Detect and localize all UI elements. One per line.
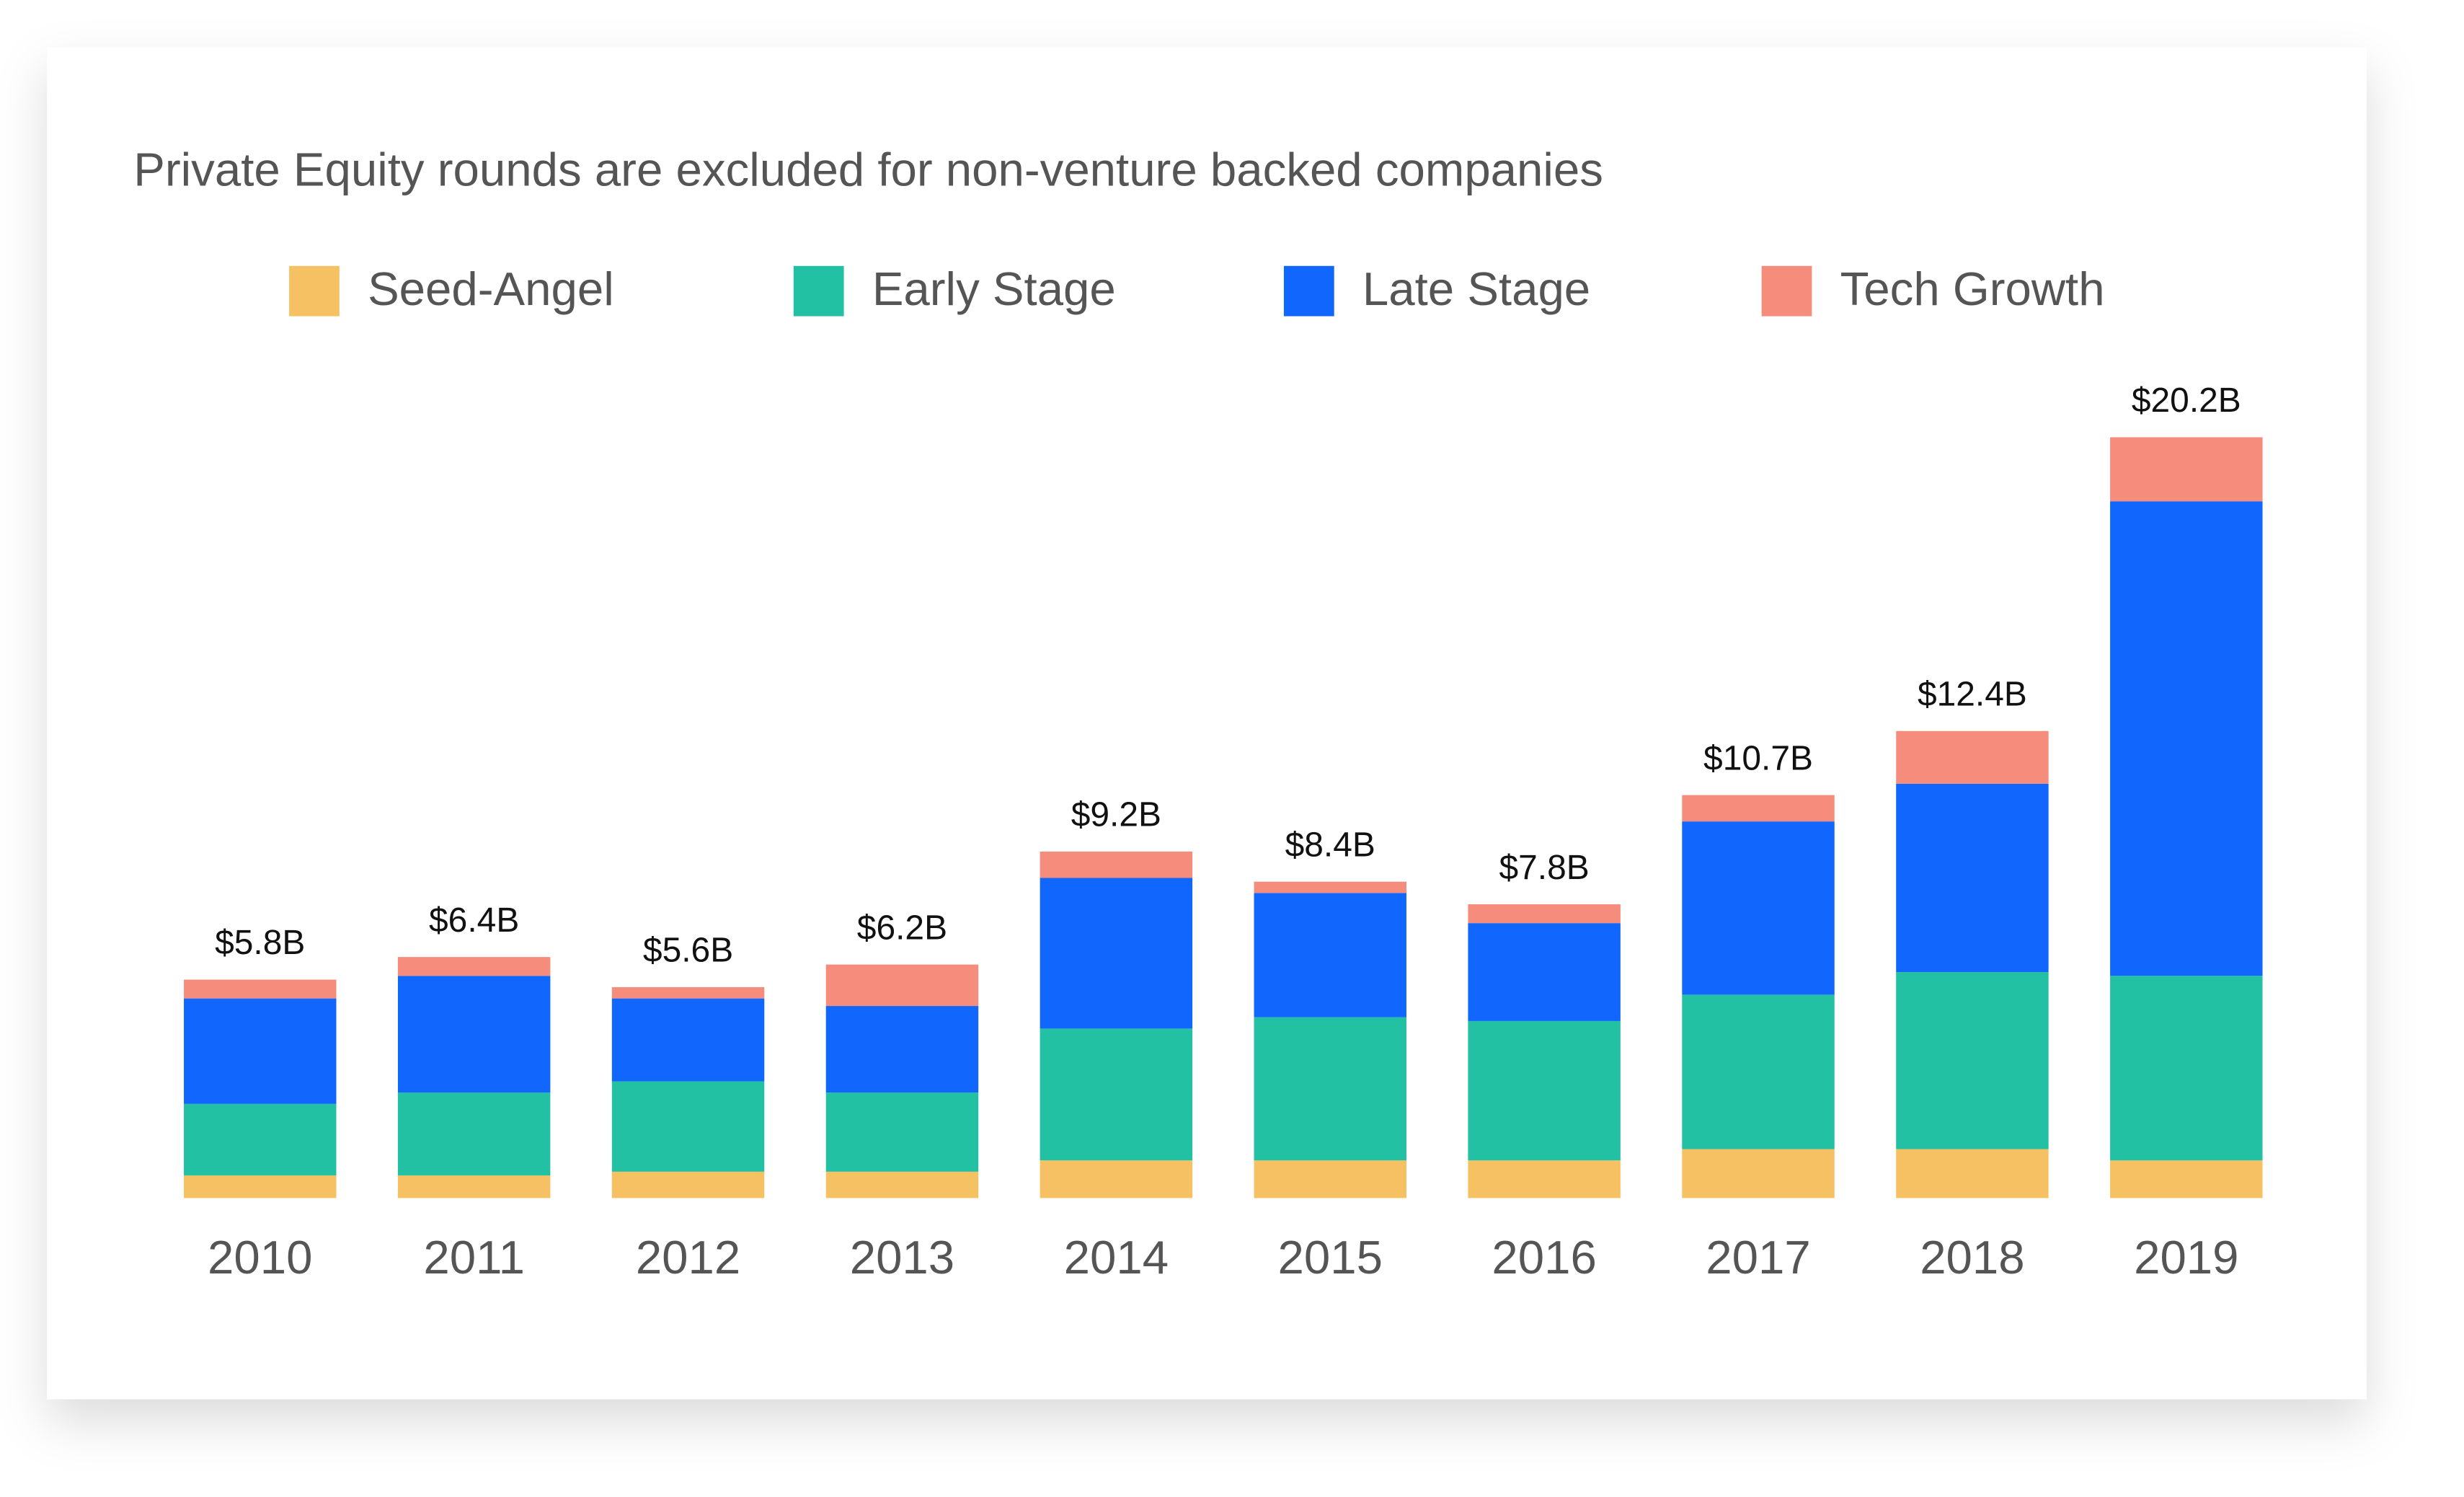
legend-swatch [289, 265, 340, 317]
bar-segment [825, 1092, 979, 1172]
bar-segment [1040, 1160, 1193, 1198]
bar-segment [1682, 994, 1835, 1149]
bar-segment [825, 964, 979, 1007]
bar-segment [1254, 881, 1406, 893]
bar-segment [611, 998, 765, 1082]
bar-segment [184, 1103, 337, 1176]
bar-segment [1468, 1020, 1621, 1161]
total-label: $5.6B [643, 932, 733, 970]
bar-segment [1682, 1149, 1835, 1198]
bar-segment [397, 976, 551, 1093]
x-tick-label: 2012 [636, 1231, 740, 1284]
x-tick-label: 2018 [1920, 1231, 2024, 1284]
bar-segment [397, 1092, 551, 1176]
total-label: $7.8B [1499, 849, 1589, 887]
x-tick-label: 2019 [2134, 1231, 2238, 1284]
bar-segment [611, 986, 765, 999]
bar-segment [1896, 1149, 2049, 1198]
chart-title: Private Equity rounds are excluded for n… [133, 143, 1603, 195]
bar-segment [611, 1081, 765, 1172]
bar-segment [184, 998, 337, 1104]
bar-segment [1040, 878, 1193, 1029]
bar-segment [184, 979, 337, 999]
legend-label: Seed-Angel [368, 262, 614, 315]
bar-segment [1896, 730, 2049, 784]
bar-segment [2110, 437, 2263, 502]
bar-segment [184, 1175, 337, 1198]
bar-segment [825, 1006, 979, 1093]
legend-swatch [1761, 265, 1812, 317]
bar-segment [1468, 1160, 1621, 1198]
bar-segment [1040, 1028, 1193, 1161]
total-label: $9.2B [1071, 796, 1161, 834]
x-tick-label: 2014 [1064, 1231, 1169, 1284]
bar-segment [1896, 972, 2049, 1149]
legend-label: Early Stage [872, 262, 1116, 315]
x-tick-label: 2011 [423, 1231, 525, 1284]
bar-segment [1254, 893, 1406, 1017]
total-label: $12.4B [1918, 675, 2027, 713]
x-tick-label: 2015 [1278, 1231, 1383, 1284]
legend-label: Late Stage [1362, 262, 1590, 315]
bar-segment [1682, 821, 1835, 995]
bar-segment [2110, 501, 2263, 976]
bar-segment [1254, 1160, 1406, 1198]
legend-swatch [793, 265, 844, 317]
bar-segment [397, 957, 551, 976]
bar-segment [1468, 923, 1621, 1021]
bar-segment [2110, 976, 2263, 1161]
bar-segment [611, 1171, 765, 1198]
total-label: $8.4B [1285, 826, 1375, 864]
x-tick-label: 2013 [850, 1231, 954, 1284]
bar-segment [1682, 795, 1835, 822]
bar-segment [825, 1171, 979, 1198]
x-tick-label: 2016 [1492, 1231, 1596, 1284]
x-tick-label: 2010 [208, 1231, 312, 1284]
bar-segment [1254, 1017, 1406, 1161]
plot: Seed-Angel Early Stage Late Stage Tech Grow… [184, 262, 2263, 1284]
total-label: $10.7B [1703, 739, 1813, 777]
total-label: $20.2B [2132, 381, 2241, 420]
bar-segment [2110, 1160, 2263, 1198]
x-tick-label: 2017 [1706, 1231, 1810, 1284]
legend-label: Tech Growth [1840, 262, 2105, 315]
bar-segment [1468, 904, 1621, 924]
bar-segment [397, 1175, 551, 1198]
legend-swatch [1283, 265, 1334, 317]
bar-segment [1896, 783, 2049, 973]
total-label: $6.4B [429, 901, 519, 940]
total-label: $6.2B [857, 909, 947, 947]
bar-segment [1040, 851, 1193, 878]
total-label: $5.8B [215, 924, 305, 962]
